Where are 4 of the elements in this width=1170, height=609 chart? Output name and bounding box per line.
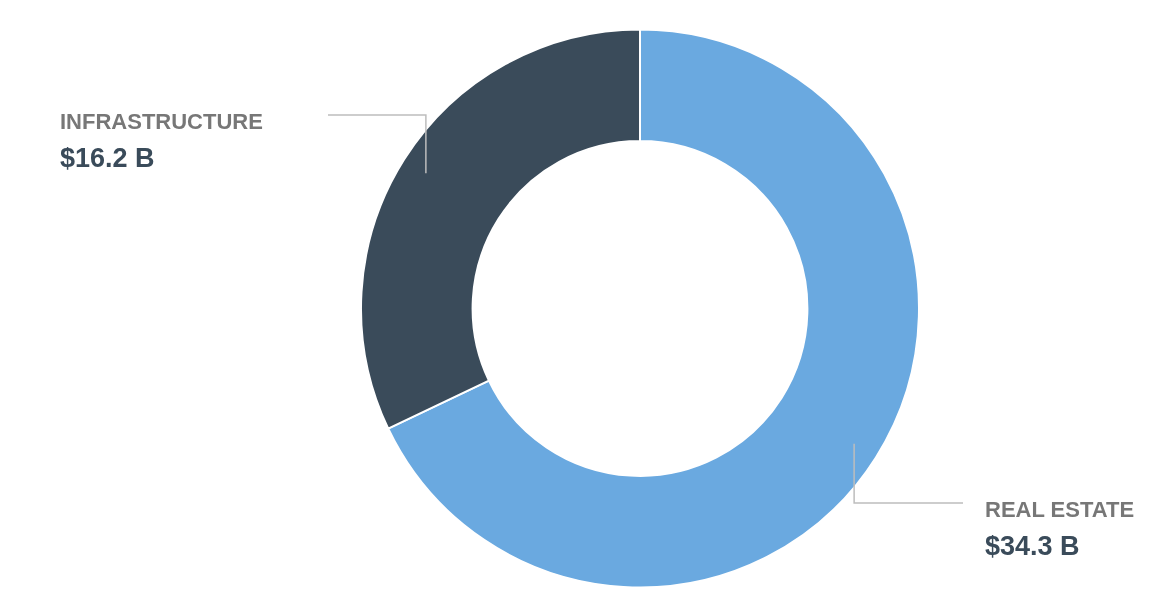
slice-label: INFRASTRUCTURE xyxy=(60,109,263,135)
data-label: $34.3 B xyxy=(985,531,1080,562)
slice-label: REAL ESTATE xyxy=(985,497,1135,523)
data-label: $16.2 B xyxy=(60,143,155,174)
